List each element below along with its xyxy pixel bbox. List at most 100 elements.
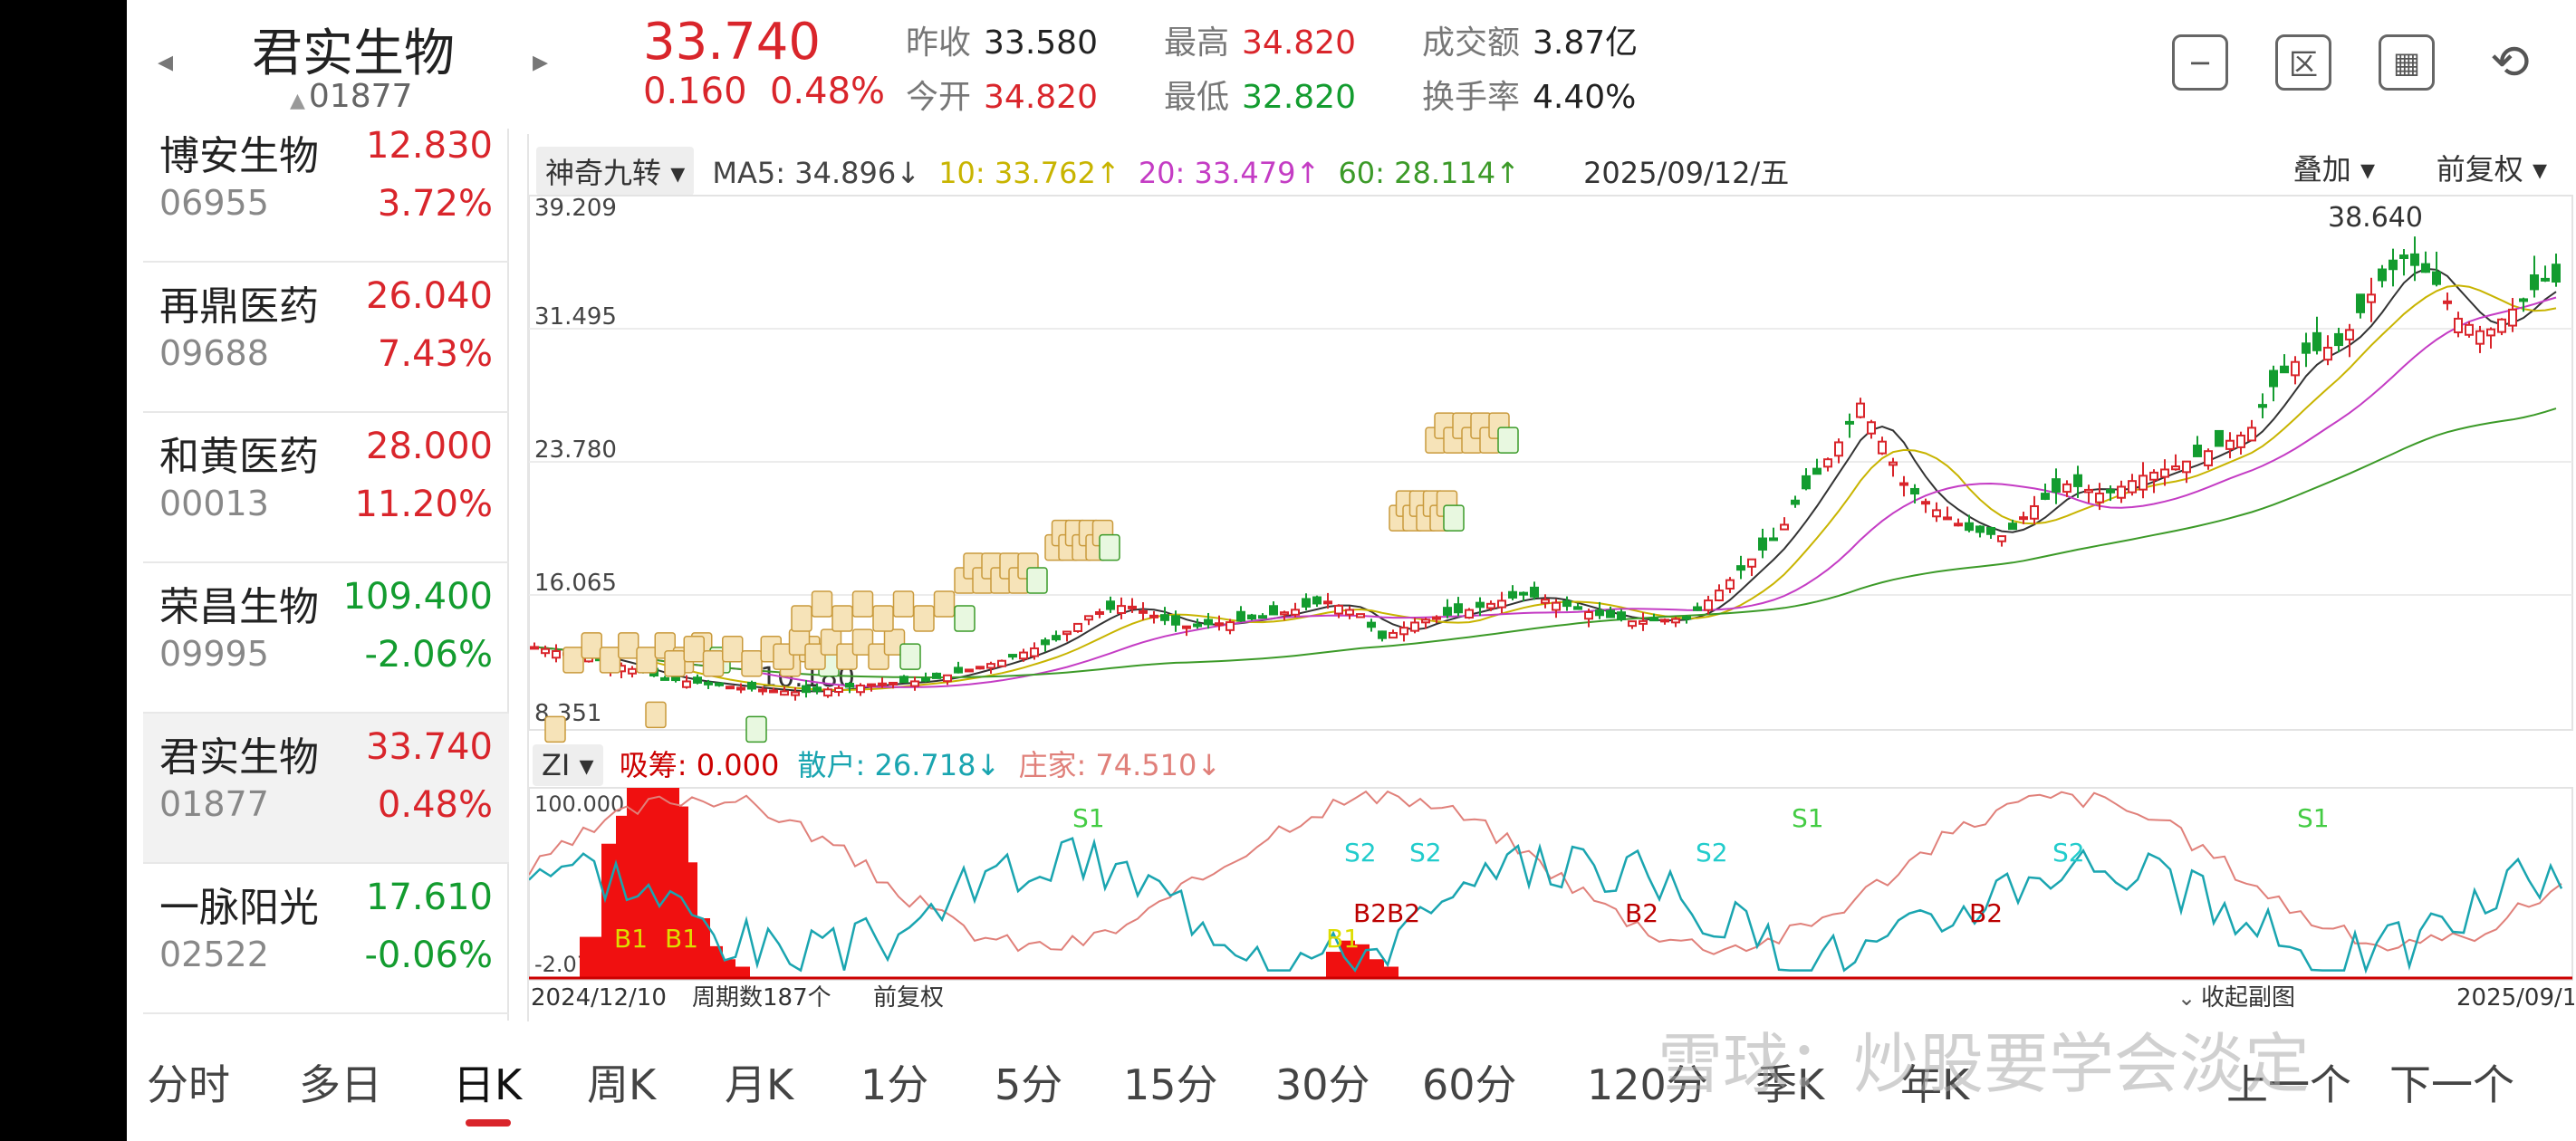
td-marker <box>1099 533 1120 561</box>
td-marker <box>913 605 935 632</box>
region-icon[interactable]: 区 <box>2275 34 2331 91</box>
tab-4[interactable]: 周K <box>587 1060 657 1109</box>
sidebar-item-zailab[interactable]: 再鼎医药 26.040 09688 7.43% <box>143 263 509 413</box>
td-marker <box>645 701 667 729</box>
sub-indicator-dropdown[interactable]: ZI ▾ <box>533 744 603 786</box>
stat-value: 32.820 <box>1242 79 1356 116</box>
sidebar-item-pct: 0.48% <box>377 784 493 826</box>
sidebar-item-price: 12.830 <box>366 125 493 167</box>
candle-body <box>1584 611 1593 620</box>
sidebar-item-junshi[interactable]: 君实生物 33.740 01877 0.48% <box>143 714 509 864</box>
candle-body <box>1345 609 1354 616</box>
candle-body <box>1008 654 1017 658</box>
candle-body <box>1432 616 1441 620</box>
grid-icon[interactable]: ▦ <box>2379 34 2435 91</box>
candle-body <box>1323 600 1332 605</box>
sidebar-item-hutchmed[interactable]: 和黄医药 28.000 00013 11.20% <box>143 413 509 563</box>
sidebar-item-remegen[interactable]: 荣昌生物 109.400 09995 -2.06% <box>143 563 509 714</box>
tab-7[interactable]: 5分 <box>995 1060 1063 1109</box>
ma60-value: 60: 28.114↑ <box>1338 156 1520 190</box>
xichou-bar <box>696 918 710 978</box>
candle-body <box>660 676 669 681</box>
candle-body <box>780 690 789 696</box>
tab-2[interactable]: 多日 <box>299 1060 382 1109</box>
tab-12[interactable]: 季K <box>1755 1060 1825 1109</box>
indicator-dropdown[interactable]: 神奇九转 ▾ <box>536 147 695 196</box>
overlay-dropdown[interactable]: 叠加 ▾ <box>2292 152 2375 187</box>
sidebar-item-price: 33.740 <box>366 726 493 768</box>
candle-body <box>1139 609 1148 614</box>
candle-body <box>1682 616 1691 620</box>
candle-body <box>2399 254 2408 260</box>
zi-signal-b2: B2 <box>1969 898 2003 928</box>
candle-body <box>693 676 702 684</box>
period-count: 周期数187个 <box>692 984 831 1012</box>
tab-9[interactable]: 30分 <box>1275 1060 1370 1109</box>
candle-body <box>1736 565 1745 571</box>
candle-body <box>1747 558 1756 568</box>
zi-signal-b2b2: B2B2 <box>1353 898 1420 928</box>
sidebar-item-code: 06955 <box>159 183 269 223</box>
stock-code: ▲ 01877 <box>290 78 412 115</box>
tab-11[interactable]: 120分 <box>1587 1060 1708 1109</box>
tab-1[interactable]: 分时 <box>147 1060 230 1109</box>
candle-body <box>1878 440 1887 455</box>
candle-body <box>2530 274 2539 291</box>
candle-body <box>2432 271 2441 285</box>
candle-body <box>2454 317 2463 334</box>
zi-signal-b2: B2 <box>1625 898 1658 928</box>
candle-body <box>1867 421 1876 435</box>
candle-body <box>910 680 919 687</box>
candle-body <box>1497 599 1506 609</box>
td-nine-markers <box>544 412 1519 743</box>
candle-body <box>1802 475 1811 490</box>
candle-body <box>845 683 854 688</box>
candle-body <box>541 647 550 655</box>
stat-high: 最高 34.820 <box>1164 16 1356 63</box>
td-marker <box>745 715 767 743</box>
minus-icon[interactable]: − <box>2172 34 2228 91</box>
candle-body <box>1312 596 1322 605</box>
collapse-subchart-button[interactable]: 收起副图 <box>2201 984 2295 1012</box>
adjust-dropdown[interactable]: 前复权 ▾ <box>2436 152 2547 187</box>
kline-chart-area[interactable]: 神奇九转 ▾ MA5: 34.896↓ 10: 33.762↑ 20: 33.4… <box>527 134 2574 1021</box>
stat-label: 最高 <box>1164 24 1230 62</box>
xichou-bar <box>580 936 594 978</box>
active-tab-underline <box>466 1119 511 1127</box>
sidebar-item-boan[interactable]: 博安生物 12.830 06955 3.72% <box>143 112 509 263</box>
candle-body <box>1932 509 1941 518</box>
tab-14[interactable]: 上一个 <box>2226 1060 2351 1109</box>
tab-15[interactable]: 下一个 <box>2389 1060 2514 1109</box>
prev-stock-arrow-icon[interactable]: ◂ <box>158 43 174 80</box>
market-triangle-icon: ▲ <box>290 90 305 112</box>
candle-body <box>965 668 974 673</box>
next-stock-arrow-icon[interactable]: ▸ <box>533 43 549 80</box>
zi-signal-b1: B1 <box>665 924 698 954</box>
candle-body <box>1573 606 1582 610</box>
rotate-screen-icon[interactable]: ⟲ <box>2490 35 2530 90</box>
tab-5[interactable]: 月K <box>725 1060 794 1109</box>
candle-body <box>1073 622 1082 632</box>
candle-body <box>2552 264 2561 283</box>
candle-body <box>2378 268 2387 282</box>
candle-body <box>2508 308 2517 327</box>
sidebar-item-code: 02522 <box>159 935 269 974</box>
candle-body <box>1693 606 1702 611</box>
sidebar-item-yimai[interactable]: 一脉阳光 17.610 02522 -0.06% <box>143 864 509 1014</box>
zi-signal-s2: S2 <box>1409 838 1442 868</box>
tab-13[interactable]: 年K <box>1900 1060 1970 1109</box>
candle-body <box>682 680 691 688</box>
tab-8[interactable]: 15分 <box>1123 1060 1218 1109</box>
tab-3[interactable]: 日K <box>453 1060 523 1109</box>
tab-10[interactable]: 60分 <box>1422 1060 1517 1109</box>
candle-body <box>921 677 930 682</box>
period-tabs: 分时 多日 日K 周K 月K 1分 5分 15分 30分 60分 120分 季K 年K 上一个 下一个 <box>127 1032 2576 1141</box>
candle-body <box>1508 590 1517 599</box>
candle-body <box>834 686 843 693</box>
collapse-arrow-icon[interactable]: ⌄ <box>2177 985 2196 1011</box>
sidebar-item-code: 01877 <box>159 784 269 824</box>
candle-body <box>878 682 887 686</box>
stat-value: 4.40% <box>1533 79 1637 116</box>
cursor-date: 2025/09/12/五 <box>1583 156 1790 190</box>
tab-6[interactable]: 1分 <box>860 1060 929 1109</box>
